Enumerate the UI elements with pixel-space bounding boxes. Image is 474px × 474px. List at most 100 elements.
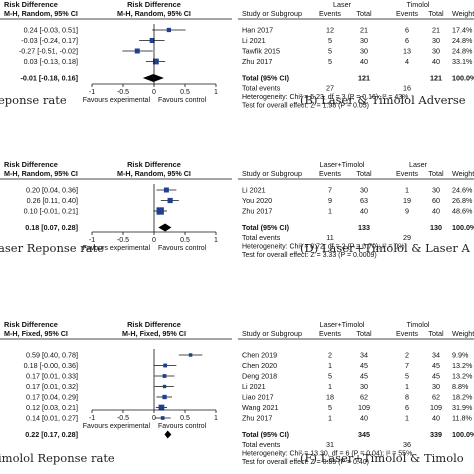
group1-total: 40 [360,207,368,216]
study-point-estimate [166,27,171,33]
study-ci-text: 0.17 [0.01, 0.33] [26,372,78,381]
overall-effect-text: Test for overall effect: Z = 1.98 (P = 0… [242,103,369,110]
group1-header: Laser [333,0,352,9]
total-label: Total (95% CI) [242,430,290,439]
group2-total: 21 [432,26,440,35]
study-column-header: Study or Subgroup [242,329,302,338]
heterogeneity-text: Heterogeneity: Chi² = 13.30, df = 6 (P =… [242,451,412,458]
group2-total-header: Total [428,169,444,178]
x-tick-label: 0 [152,415,156,422]
group1-events: 1 [328,361,332,370]
group2-total: 60 [432,196,440,205]
study-name: Han 2017 [242,26,273,35]
group2-total: 30 [432,382,440,391]
study-name: Wang 2021 [242,403,279,412]
study-name: Tawfik 2015 [242,47,280,56]
group2-total: 30 [432,186,440,195]
total-events-group2: 29 [403,233,411,242]
study-column-header: Study or Subgroup [242,169,302,178]
group1-total: 30 [360,186,368,195]
group2-total-header: Total [428,329,444,338]
total-events-group2: 36 [403,440,411,449]
x-tick-label: 0 [152,89,156,96]
x-tick-label: 0.5 [180,415,190,422]
study-ci-text: 0.18 [-0.00, 0.36] [24,361,78,370]
left-panel-caption: eponse rate [0,93,67,107]
group2-events: 7 [405,361,409,370]
x-tick-label: 1 [214,89,218,96]
panel-caption: (F) Laser+Timolol & Timolo [300,451,464,465]
study-point-estimate [134,48,140,54]
favours-experimental-label: Favours experimental [83,245,151,252]
study-ci-text: -0.27 [-0.51, -0.02] [19,47,78,56]
total-weight: 100.0% [452,74,474,83]
group1-events: 12 [326,26,334,35]
overall-effect-text: Test for overall effect: Z = 0.85 (P = 0… [242,459,369,466]
x-tick-label: 1 [214,237,218,244]
group1-total: 63 [360,196,368,205]
group2-events: 1 [405,414,409,423]
group1-total: 40 [360,57,368,66]
group1-total: 34 [360,351,368,360]
left-method-header: M-H, Random, 95% CI [4,9,78,18]
right-measure-header: Risk Difference [127,320,181,329]
group1-total: 30 [360,47,368,56]
left-measure-header: Risk Difference [4,0,58,9]
study-point-estimate [162,394,167,400]
group2-total: 30 [432,36,440,45]
total-ci-text: -0.01 [-0.18, 0.16] [20,74,78,83]
x-tick-label: 0.5 [180,89,190,96]
group2-events: 6 [405,403,409,412]
total-events-label: Total events [242,84,281,93]
group1-events: 5 [328,403,332,412]
group1-total: 45 [360,361,368,370]
group1-header: Laser+Timolol [319,320,364,329]
study-name: You 2020 [242,196,272,205]
right-method-header: M-H, Random, 95% CI [117,9,191,18]
group1-total: 30 [360,382,368,391]
total-group1: 345 [358,430,370,439]
study-name: Deng 2018 [242,372,277,381]
group1-events: 18 [326,393,334,402]
right-measure-header: Risk Difference [127,160,181,169]
group1-events-header: Events [319,329,341,338]
study-weight: 26.8% [452,196,473,205]
study-weight: 33.1% [452,57,473,66]
group2-events: 13 [403,47,411,56]
x-tick-label: -0.5 [117,89,129,96]
panel-caption: (D) Laser+Timolol & Laser A [300,241,471,255]
heterogeneity-text: Heterogeneity: Chi² = 5.23, df = 3 (P = … [242,94,408,101]
group2-events: 19 [403,196,411,205]
total-events-group1: 31 [326,440,334,449]
study-name: Chen 2020 [242,361,277,370]
study-weight: 13.2% [452,361,473,370]
group1-total: 45 [360,372,368,381]
study-ci-text: 0.24 [-0.03, 0.51] [24,26,78,35]
group1-events-header: Events [319,9,341,18]
group2-header: Laser [409,160,428,169]
panel-caption: (B) Laser & Timolol Adverse [300,93,466,107]
total-events-group1: 11 [326,233,333,242]
group1-events: 1 [328,382,332,391]
group1-header: Laser+Timolol [319,160,364,169]
group1-events: 5 [328,372,332,381]
group1-events: 9 [328,196,332,205]
left-method-header: M-H, Fixed, 95% CI [4,329,68,338]
group2-events-header: Events [396,329,418,338]
weight-header: Weight [452,169,474,178]
group1-total-header: Total [356,169,372,178]
left-measure-header: Risk Difference [4,320,58,329]
total-label: Total (95% CI) [242,74,290,83]
study-ci-text: 0.17 [0.04, 0.29] [26,393,78,402]
total-diamond [158,223,172,232]
weight-header: Weight [452,9,474,18]
favours-control-label: Favours control [158,423,207,430]
weight-header: Weight [452,329,474,338]
group2-total-header: Total [428,9,444,18]
total-diamond [142,74,164,82]
study-weight: 8.8% [452,382,469,391]
group2-events: 1 [405,382,409,391]
left-measure-header: Risk Difference [4,160,58,169]
